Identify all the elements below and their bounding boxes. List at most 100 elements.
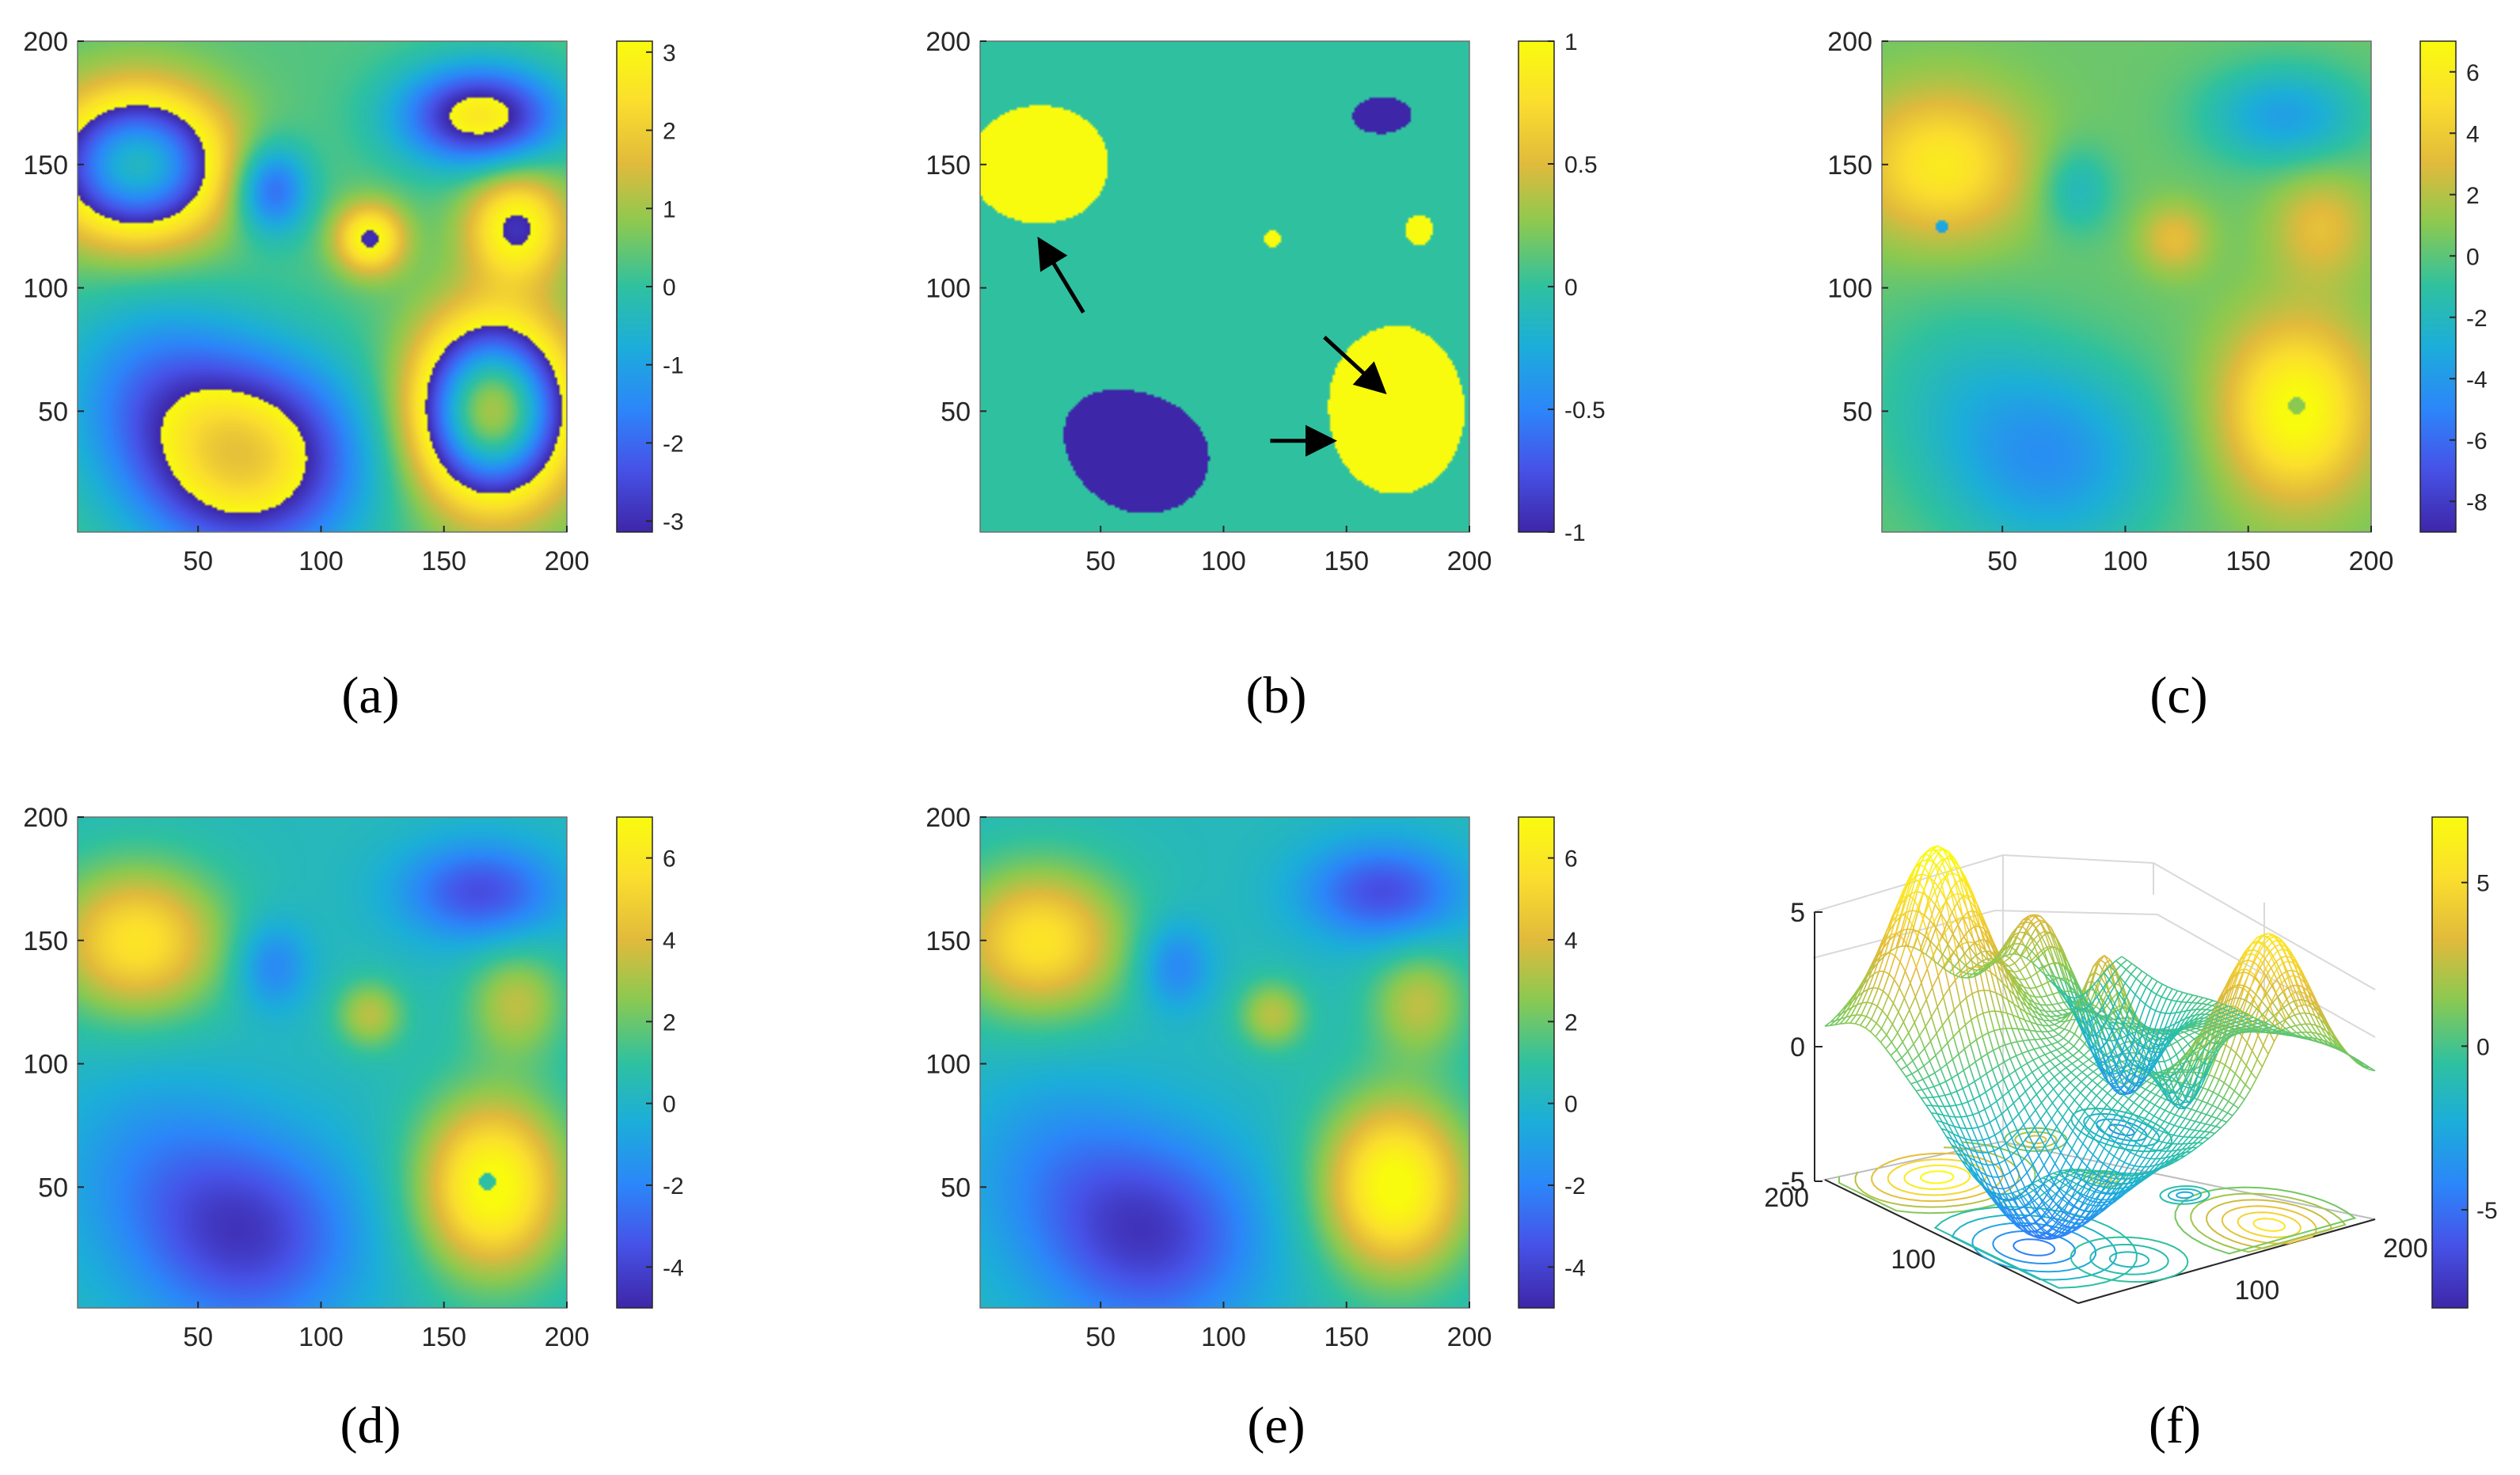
- panel-f-mesh-segment: [2003, 1187, 2009, 1190]
- panel-f-mesh-segment: [1978, 989, 1985, 992]
- panel-f-mesh-segment: [1921, 1087, 1929, 1091]
- panel-f-mesh-segment: [2083, 1188, 2089, 1196]
- panel-f-mesh-segment: [2329, 1029, 2337, 1041]
- panel-e-axes-box: [979, 816, 1470, 1309]
- panel-f-mesh-segment: [2027, 1233, 2034, 1237]
- panel-f-mesh-segment: [2203, 1048, 2210, 1053]
- panel-f-mesh-segment: [2258, 1009, 2265, 1021]
- panel-f-mesh-segment: [2071, 1059, 2079, 1065]
- panel-f-mesh-segment: [2140, 1085, 2146, 1090]
- panel-f-mesh-segment: [2268, 938, 2276, 947]
- panel-f-mesh-segment: [2136, 1178, 2144, 1185]
- panel-f-mesh-segment: [2119, 1092, 2127, 1095]
- panel-f-mesh-segment: [2011, 1220, 2018, 1226]
- panel-f-mesh-segment: [2282, 991, 2290, 1005]
- panel-f-mesh-segment: [1962, 1156, 1969, 1163]
- panel-f-mesh-segment: [2032, 1180, 2039, 1184]
- panel-f-mesh-segment: [2046, 1004, 2052, 1006]
- panel-f-mesh-segment: [2281, 970, 2288, 975]
- panel-f-mesh-segment: [2248, 955, 2256, 971]
- panel-f-mesh-segment: [2027, 1059, 2034, 1064]
- panel-f-mesh-segment: [2036, 1017, 2043, 1026]
- panel-f-mesh-segment: [2218, 1064, 2226, 1080]
- panel-f-mesh-segment: [2129, 1022, 2137, 1028]
- panel-f-mesh-segment: [2237, 1032, 2244, 1035]
- panel-e-colorbar-tick-label: 2: [1564, 1009, 1578, 1036]
- panel-f-mesh-segment: [2122, 1098, 2130, 1107]
- panel-f-mesh-segment: [2061, 1226, 2069, 1234]
- panel-f-mesh-segment: [2293, 1001, 2301, 1014]
- panel-f-mesh-segment: [2125, 1135, 2132, 1140]
- panel-f-mesh-segment: [1941, 923, 1948, 937]
- panel-f-mesh-segment: [2017, 983, 2024, 988]
- panel-f-mesh-segment: [2171, 1040, 2178, 1046]
- panel-f-mesh-segment: [2073, 1092, 2081, 1101]
- panel-f-mesh-segment: [2013, 1195, 2021, 1199]
- panel-f-mesh-segment: [1967, 911, 1975, 927]
- panel-f-mesh-segment: [2062, 1041, 2070, 1047]
- panel-f-mesh-segment: [2049, 1060, 2056, 1067]
- panel-f-mesh-segment: [2003, 1207, 2011, 1217]
- panel-f-mesh-segment: [2013, 975, 2020, 980]
- panel-f-mesh-segment: [1875, 1028, 1883, 1037]
- panel-f-mesh-segment: [2217, 1003, 2224, 1008]
- panel-f-mesh-segment: [2063, 1037, 2070, 1043]
- panel-f-mesh-segment: [2057, 1220, 2063, 1226]
- panel-f-mesh-segment: [2039, 1118, 2047, 1128]
- panel-f-mesh-segment: [1969, 1150, 1976, 1161]
- panel-f-mesh-segment: [1912, 910, 1919, 930]
- panel-f-mesh-segment: [2101, 1170, 2108, 1173]
- panel-f-contour: [2159, 1185, 2210, 1205]
- panel-f-mesh-segment: [2120, 981, 2128, 998]
- panel-f-mesh-segment: [2252, 948, 2260, 953]
- panel-f-mesh-segment: [2064, 1166, 2072, 1180]
- panel-f-mesh-segment: [2218, 987, 2226, 999]
- panel-f-mesh-segment: [1918, 1047, 1925, 1056]
- panel-f-mesh-segment: [2199, 1031, 2206, 1036]
- panel-f-mesh-segment: [2046, 1213, 2053, 1220]
- panel-f-mesh-segment: [2214, 1037, 2222, 1044]
- panel-a-colorbar-tick-label: 0: [663, 275, 676, 301]
- panel-f-mesh-segment: [2003, 1062, 2010, 1075]
- panel-f-mesh-segment: [1918, 892, 1924, 912]
- panel-f-mesh-segment: [1987, 929, 1995, 945]
- panel-f-mesh-segment: [2216, 1008, 2223, 1013]
- panel-f-mesh-segment: [2260, 1029, 2267, 1032]
- panel-f-mesh-segment: [1910, 967, 1918, 983]
- panel-f-mesh-segment: [2115, 1089, 2121, 1092]
- panel-f-mesh-segment: [2115, 1174, 2122, 1180]
- panel-f-mesh-segment: [2009, 1167, 2016, 1173]
- panel-f-mesh-segment: [2262, 1013, 2269, 1021]
- panel-f-mesh-segment: [2029, 1030, 2035, 1040]
- panel-f-mesh-segment: [2235, 1036, 2243, 1054]
- panel-f-mesh-segment: [2054, 1024, 2060, 1028]
- panel-f-mesh-segment: [2182, 1037, 2189, 1045]
- panel-f-mesh-segment: [1997, 964, 2005, 974]
- panel-f-mesh-segment: [2232, 1009, 2239, 1013]
- panel-f-mesh-segment: [2290, 1025, 2296, 1028]
- panel-f-mesh-segment: [1896, 1041, 1903, 1051]
- panel-f-mesh-segment: [1876, 1006, 1883, 1012]
- panel-f-mesh-segment: [2065, 1071, 2072, 1078]
- panel-f-mesh-segment: [2232, 1108, 2240, 1116]
- panel-f-mesh-segment: [2200, 1102, 2208, 1113]
- panel-f-mesh-segment: [2145, 1149, 2153, 1159]
- panel-f-mesh-segment: [2238, 985, 2245, 998]
- panel-f-mesh-segment: [1997, 1175, 2005, 1178]
- panel-f-mesh-segment: [2066, 1063, 2073, 1069]
- panel-f-mesh-segment: [2039, 1110, 2047, 1120]
- panel-f-mesh-segment: [2072, 973, 2080, 990]
- panel-f-mesh-segment: [2048, 1163, 2056, 1175]
- panel-f-mesh-segment: [2119, 1149, 2126, 1161]
- panel-f-mesh-segment: [2205, 1123, 2211, 1126]
- panel-f-mesh-segment: [2236, 1016, 2243, 1020]
- panel-f-mesh-segment: [1944, 1081, 1952, 1094]
- panel-f-mesh-segment: [2019, 1097, 2025, 1108]
- panel-f-mesh-segment: [1965, 960, 1971, 967]
- panel-f-mesh-segment: [2233, 1010, 2241, 1023]
- panel-b-colorbar-tick-label: -0.5: [1564, 397, 1606, 424]
- panel-f-mesh-segment: [1947, 1043, 1954, 1060]
- panel-f-mesh-segment: [2049, 1236, 2056, 1240]
- panel-f-mesh-segment: [2303, 1037, 2309, 1040]
